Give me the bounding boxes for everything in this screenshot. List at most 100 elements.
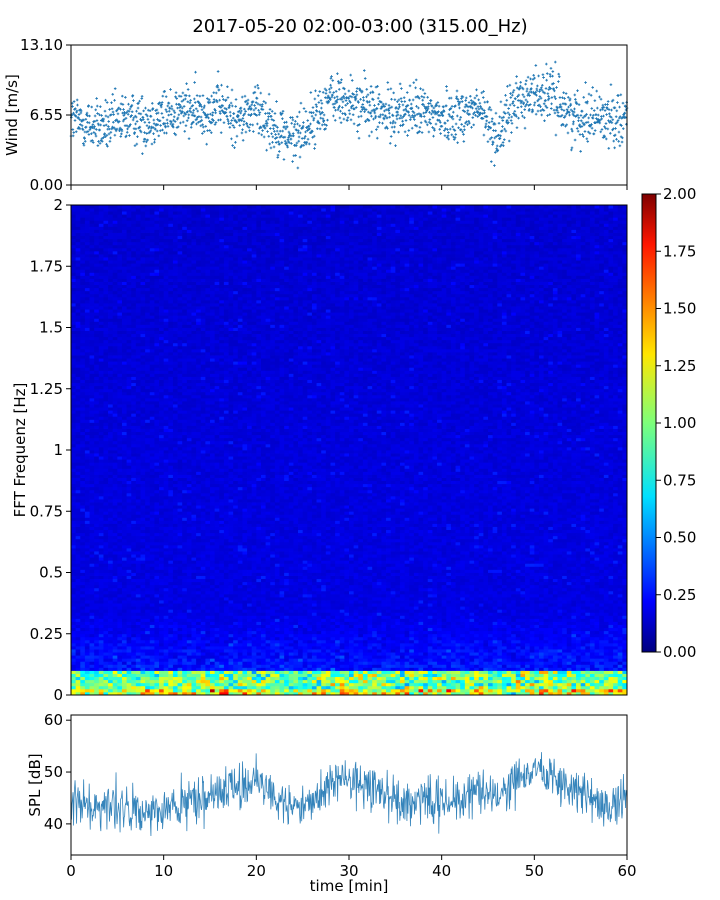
- spectrogram-cell: [112, 615, 118, 619]
- spectrogram-cell: [395, 627, 401, 632]
- spectrogram-cell: [325, 612, 331, 616]
- spectrogram-cell: [126, 664, 132, 668]
- spectrogram-cell: [214, 636, 220, 641]
- spectrogram-cell: [302, 630, 308, 635]
- spectrogram-cell: [469, 682, 475, 687]
- spectrogram-cell: [594, 649, 600, 653]
- spectrogram-cell: [464, 667, 470, 671]
- spectrogram-cell: [603, 618, 609, 622]
- spectrogram-cell: [534, 673, 540, 678]
- spectrogram-cell: [441, 679, 447, 684]
- spectrogram-cell: [131, 618, 137, 622]
- spectrogram-cell: [186, 655, 192, 659]
- spectrogram-cell: [200, 627, 206, 632]
- spectrogram-cell: [413, 627, 419, 632]
- spectrogram-cell: [548, 624, 554, 629]
- spectrogram-cell: [353, 673, 359, 678]
- wind-point: [228, 104, 231, 107]
- spectrogram-cell: [311, 673, 317, 678]
- wind-point: [484, 122, 488, 126]
- spectrogram-cell: [149, 618, 155, 622]
- spectrogram-cell: [251, 615, 257, 619]
- spectrogram-cell: [302, 646, 308, 650]
- spectrogram-cell: [562, 661, 568, 665]
- spectrogram-cell: [205, 670, 211, 674]
- spectrogram-cell: [214, 682, 220, 687]
- spectrogram-cell: [288, 646, 294, 650]
- spectrogram-cell: [284, 615, 290, 619]
- spectrogram-cell: [339, 667, 345, 671]
- wind-point: [180, 100, 184, 103]
- spectrogram-cell: [511, 649, 517, 653]
- spectrogram-cell: [617, 658, 623, 662]
- spectrogram-cell: [589, 685, 595, 690]
- spectrogram-cell: [399, 664, 405, 668]
- spectrogram-cell: [168, 636, 174, 641]
- wind-point: [490, 136, 493, 139]
- spectrogram-cell: [367, 676, 373, 681]
- wind-point: [261, 108, 265, 111]
- spectrogram-cell: [177, 615, 183, 619]
- spectrogram-cell: [367, 670, 373, 674]
- spectrogram-cell: [339, 636, 345, 641]
- spectrogram-cell: [145, 649, 151, 653]
- spectrogram-cell: [432, 636, 438, 641]
- spectrogram-cell: [450, 664, 456, 668]
- wind-point: [199, 124, 203, 128]
- wind-point: [161, 128, 164, 132]
- spectrogram-cell: [247, 676, 253, 681]
- spectrogram-cell: [200, 688, 206, 693]
- wind-point: [407, 113, 411, 117]
- spectrogram-cell: [469, 688, 475, 693]
- wind-point: [354, 97, 358, 101]
- spectrogram-cell: [409, 676, 415, 681]
- spectrogram-cell: [552, 633, 558, 638]
- wind-point: [299, 131, 302, 135]
- spectrogram-cell: [196, 658, 202, 662]
- spectrogram-cell: [608, 649, 614, 653]
- spectrogram-cell: [603, 636, 609, 641]
- spectrogram-cell: [293, 633, 299, 638]
- spectrogram-cell: [548, 661, 554, 665]
- wind-point: [235, 134, 239, 138]
- spectrogram-cell: [483, 627, 489, 632]
- spectrogram-cell: [376, 688, 382, 693]
- spectrogram-cell: [214, 655, 220, 659]
- spectrogram-cell: [557, 639, 563, 644]
- spectrogram-cell: [446, 618, 452, 622]
- wind-point: [393, 98, 397, 101]
- wind-point: [232, 112, 236, 116]
- wind-point: [104, 123, 108, 127]
- spectrogram-cell: [214, 612, 220, 616]
- wind-point: [198, 104, 201, 108]
- spectrogram-cell: [200, 642, 206, 647]
- spectrogram-cell: [474, 624, 480, 629]
- spectrogram-cell: [525, 682, 531, 687]
- spectrogram-cell: [474, 652, 480, 656]
- spectrogram-cell: [196, 673, 202, 678]
- spectrogram-cell: [177, 658, 183, 662]
- spectrogram-cell: [108, 630, 114, 635]
- spectrogram-cell: [469, 667, 475, 671]
- wind-point: [73, 119, 77, 122]
- spectrogram-cell: [589, 673, 595, 678]
- wind-point: [78, 118, 81, 121]
- spectrogram-cell: [492, 670, 498, 674]
- spectrogram-cell: [372, 682, 378, 687]
- wind-point: [95, 119, 99, 122]
- spectrogram-cell: [497, 688, 503, 693]
- wind-point: [103, 109, 107, 113]
- spectrogram-cell: [237, 618, 243, 622]
- spectrogram-cell: [131, 652, 137, 656]
- spectrogram-cell: [538, 664, 544, 668]
- spectrogram-cell: [469, 646, 475, 650]
- spectrogram-cell: [529, 627, 535, 632]
- spectrogram-cell: [228, 633, 234, 638]
- wind-point: [222, 98, 225, 101]
- spectrogram-cell: [94, 682, 100, 687]
- spectrogram-cell: [395, 621, 401, 625]
- spectrogram-cell: [515, 676, 521, 681]
- spectrogram-cell: [321, 652, 327, 656]
- wind-point: [72, 131, 76, 134]
- wind-point: [529, 77, 532, 81]
